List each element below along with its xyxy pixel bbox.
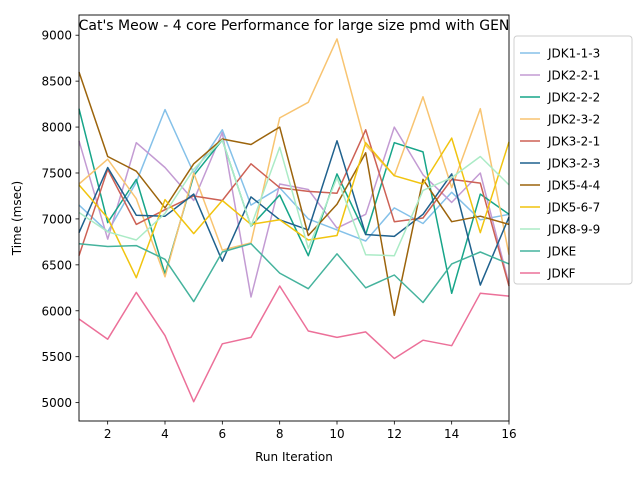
series-line-JDKE [78,242,510,304]
series-line-JDK1-1-3 [78,108,510,242]
series-line-JDK2-2-1 [78,126,510,298]
series-line-JDK3-2-1 [78,129,510,287]
chart-title: Cat's Meow - 4 core Performance for larg… [79,18,510,34]
legend-label: JDK2-2-2 [547,91,600,105]
legend-label: JDK5-4-4 [547,179,600,193]
y-axis-label: Time (msec) [10,181,24,256]
series-line-JDK5-4-4 [78,71,510,317]
plot-lines [78,38,510,403]
y-tick-label: 9000 [41,29,72,43]
series-line-JDK3-2-3 [78,140,510,286]
y-tick-label: 6500 [41,258,72,272]
x-axis: 2 4 6 8 10 12 14 16 [104,421,517,441]
x-tick-label: 2 [104,427,112,441]
series-line-JDK5-6-7 [78,137,510,279]
y-tick-label: 8500 [41,75,72,89]
series-line-JDK8-9-9 [78,139,510,257]
y-tick-label: 8000 [41,121,72,135]
y-tick-label: 6000 [41,304,72,318]
series-line-JDKF [78,285,510,403]
x-tick-label: 14 [444,427,459,441]
x-tick-label: 8 [276,427,284,441]
legend-label: JDK8-9-9 [547,223,600,237]
legend: JDK1-1-3 JDK2-2-1 JDK2-2-2 JDK2-3-2 JDK3-2-1… [513,35,633,285]
legend-label: JDKE [547,245,576,259]
legend-label: JDK2-3-2 [547,113,600,127]
x-tick-label: 4 [161,427,169,441]
y-tick-label: 5500 [41,350,72,364]
series-line-JDK2-3-2 [78,38,510,278]
legend-label: JDK2-2-1 [547,69,600,83]
y-tick-label: 7500 [41,166,72,180]
legend-label: JDKF [547,267,576,281]
plot-frame [78,14,510,422]
x-tick-label: 12 [387,427,402,441]
legend-box [513,35,633,285]
x-axis-label: Run Iteration [255,450,333,464]
legend-label: JDK3-2-1 [547,135,600,149]
y-tick-label: 5000 [41,396,72,410]
x-tick-label: 16 [501,427,516,441]
y-axis: 5000 5500 6000 6500 7000 7500 8000 8500 9000 [41,29,79,410]
legend-label: JDK5-6-7 [547,201,600,215]
x-tick-label: 10 [329,427,344,441]
y-tick-label: 7000 [41,212,72,226]
x-tick-label: 6 [219,427,227,441]
legend-label: JDK1-1-3 [547,47,600,61]
legend-label: JDK3-2-3 [547,157,600,171]
